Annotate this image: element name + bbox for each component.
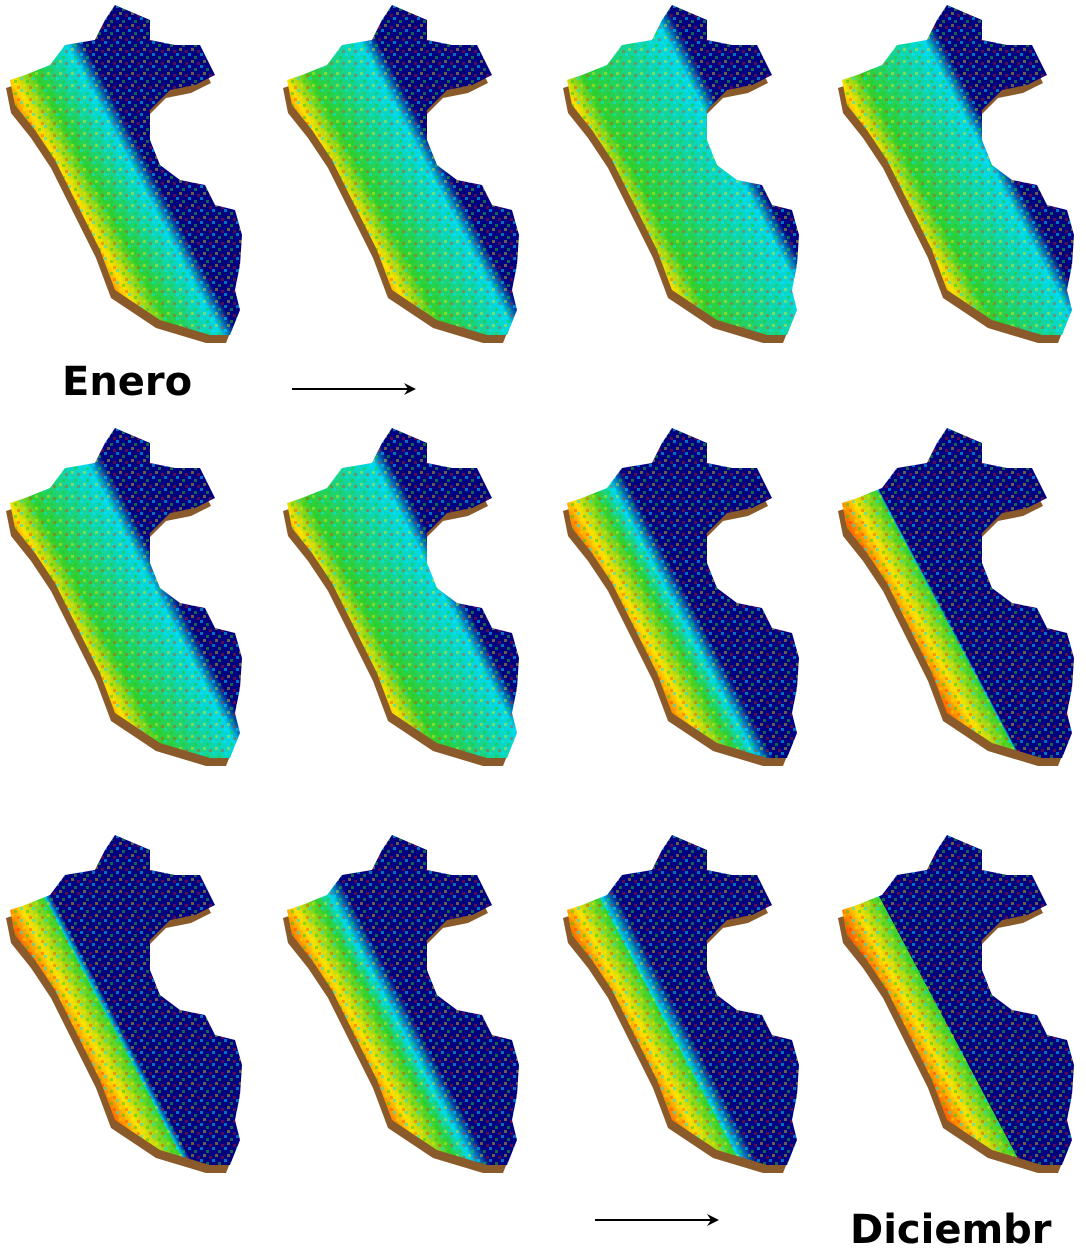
map-body [285,428,525,768]
map-texture [8,428,248,768]
map [6,428,248,768]
map-body [565,428,805,768]
map [6,5,248,345]
map-texture [840,428,1080,768]
map [563,5,805,345]
map-body [285,835,525,1175]
map-body [8,835,248,1175]
map-body [565,835,805,1175]
map-texture [285,5,525,345]
map [563,428,805,768]
map-texture [285,428,525,768]
map-texture [840,5,1080,345]
map-body [840,835,1080,1175]
map-texture [8,5,248,345]
end-label: Diciembr [850,1207,1052,1253]
map-body [840,428,1080,768]
map [838,428,1080,768]
map-texture [8,835,248,1175]
map-body [8,428,248,768]
map-texture [565,5,805,345]
map [283,835,525,1175]
map-grid [6,5,1080,1175]
start-label: Enero [62,359,192,405]
map-body [840,5,1080,345]
map [283,428,525,768]
month-maps: Enero Diciembr [0,0,1086,1253]
map-body [565,5,805,345]
map-body [285,5,525,345]
map-texture [565,428,805,768]
map-body [8,5,248,345]
map [283,5,525,345]
map [6,835,248,1175]
map-texture [840,835,1080,1175]
map [838,835,1080,1175]
map [563,835,805,1175]
map-texture [565,835,805,1175]
map-texture [285,835,525,1175]
map [838,5,1080,345]
